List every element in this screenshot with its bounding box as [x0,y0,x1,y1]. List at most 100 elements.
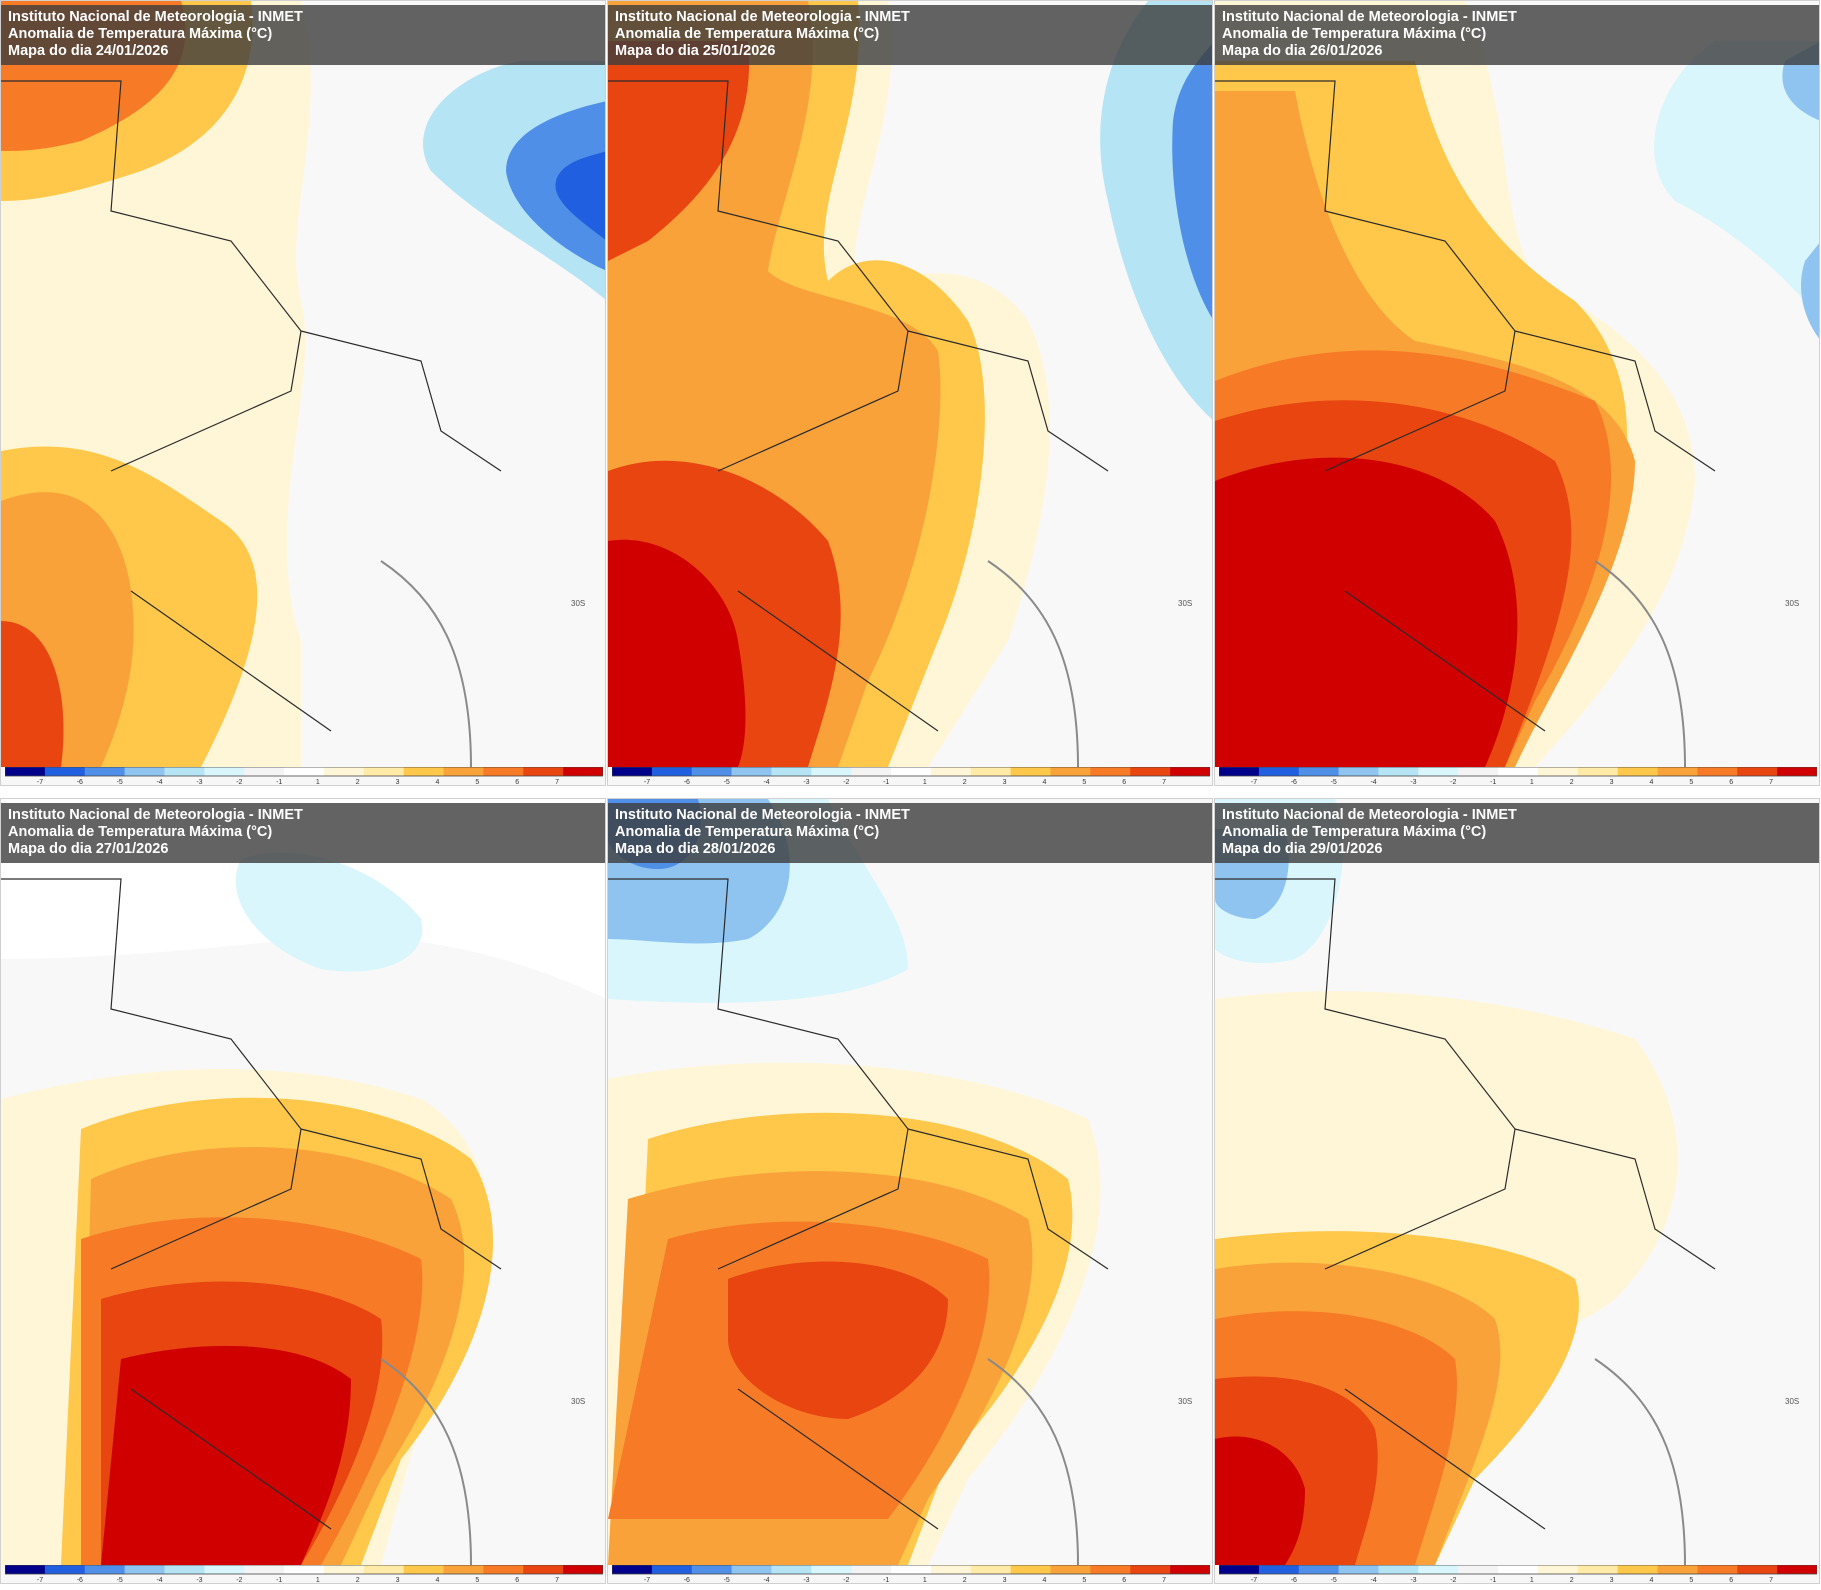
latitude-label: 30S [1178,1397,1193,1406]
colorbar-segment [1617,767,1659,776]
colorbar-tick-label: 7 [1162,1577,1166,1583]
colorbar-tick-label: -2 [843,1577,849,1583]
colorbar-segment [1577,767,1619,776]
colorbar-tick-label: -6 [1291,779,1297,785]
colorbar-tick-label: 4 [1043,1577,1047,1583]
map-header: Instituto Nacional de Meteorologia - INM… [608,803,1212,863]
colorbar-segment [651,1565,693,1574]
colorbar-tick-label: 6 [1122,1577,1126,1583]
map-header: Instituto Nacional de Meteorologia - INM… [1,5,605,65]
colorbar-frame [1219,1565,1817,1575]
colorbar-segment [1737,767,1778,776]
colorbar-segment [612,767,653,776]
colorbar-tick-label: 1 [923,779,927,785]
colorbar-tick-label: -5 [1331,779,1337,785]
colorbar-tick-label: -2 [236,1577,242,1583]
colorbar-segment [563,1565,603,1574]
colorbar-segment [443,767,484,776]
colorbar-segment [483,767,524,776]
anomaly-map [1215,799,1819,1565]
map-date: Mapa do dia 29/01/2026 [1222,841,1383,857]
colorbar-tick-label: 4 [1043,779,1047,785]
colorbar-tick-label: 1 [316,1577,320,1583]
colorbar-segment [403,1565,445,1574]
latitude-label: 30S [1178,599,1193,608]
colorbar-tick-label: 4 [436,779,440,785]
colorbar: -7 -6 -5 -4 -3 -2 -1 1 2 3 4 5 6 7 [1219,767,1817,785]
colorbar: -7 -6 -5 -4 -3 -2 -1 1 2 3 4 5 6 7 [5,767,603,785]
colorbar-segment [891,1565,932,1574]
colorbar-segment [1418,1565,1459,1574]
colorbar-segment [1258,1565,1300,1574]
institute-title: Instituto Nacional de Meteorologia - INM… [8,9,303,25]
colorbar-segment [1170,1565,1210,1574]
colorbar-segment [204,1565,245,1574]
colorbar-tick-label: 3 [1610,1577,1614,1583]
colorbar-tick-label: -5 [1331,1577,1337,1583]
colorbar-segment [731,1565,772,1574]
colorbar-tick-label: -1 [276,1577,282,1583]
colorbar-tick-label: 2 [963,779,967,785]
colorbar-tick-label: -2 [843,779,849,785]
map-panel-29-01: Instituto Nacional de Meteorologia - INM… [1214,798,1820,1584]
colorbar-tick-label: -5 [117,779,123,785]
colorbar-segment [323,767,365,776]
colorbar-tick-label: 7 [1769,779,1773,785]
colorbar-segment [1498,1565,1539,1574]
colorbar: -7 -6 -5 -4 -3 -2 -1 1 2 3 4 5 6 7 [5,1565,603,1583]
colorbar-tick-label: 6 [1729,1577,1733,1583]
map-panel-26-01: Instituto Nacional de Meteorologia - INM… [1214,0,1820,786]
colorbar-tick-label: -7 [37,1577,43,1583]
colorbar-segment [403,767,445,776]
colorbar-tick-label: -4 [763,779,769,785]
colorbar-tick-label: -3 [1410,1577,1416,1583]
colorbar-tick-label: -4 [763,1577,769,1583]
latitude-label: 30S [571,599,586,608]
colorbar-tick-label: -6 [77,1577,83,1583]
colorbar-segment [284,1565,325,1574]
colorbar-tick-label: -6 [1291,1577,1297,1583]
colorbar-tick-label: 5 [475,1577,479,1583]
colorbar-segment [1050,1565,1091,1574]
latitude-label: 30S [1785,599,1800,608]
anomaly-map [608,1,1212,767]
colorbar-segment [363,1565,405,1574]
colorbar-tick-label: 5 [475,779,479,785]
colorbar-tick-label: 2 [963,1577,967,1583]
colorbar-frame [5,767,603,777]
anomaly-map [1,799,605,1565]
colorbar-segment [771,1565,812,1574]
map-panel-28-01: Instituto Nacional de Meteorologia - INM… [607,798,1213,1584]
colorbar-segment [970,1565,1012,1574]
colorbar-tick-label: -4 [1370,779,1376,785]
colorbar-tick-label: -3 [196,1577,202,1583]
colorbar-tick-label: 5 [1689,1577,1693,1583]
colorbar-segment [1418,767,1459,776]
colorbar-tick-label: 5 [1082,1577,1086,1583]
product-title: Anomalia de Temperatura Máxima (°C) [1222,26,1487,42]
colorbar-tick-label: 3 [396,779,400,785]
colorbar-segment [1258,767,1300,776]
latitude-label: 30S [1785,1397,1800,1406]
colorbar-tick-label: -3 [803,1577,809,1583]
anomaly-map [1,1,605,767]
colorbar-segment [523,767,564,776]
colorbar-segment [930,1565,972,1574]
colorbar-segment [5,1565,46,1574]
colorbar-tick-label: -3 [803,779,809,785]
colorbar-tick-label: -5 [724,779,730,785]
colorbar-tick-label: 1 [923,1577,927,1583]
colorbar-segment [731,767,772,776]
colorbar-segment [1378,767,1419,776]
colorbar-segment [651,767,693,776]
colorbar-segment [851,767,892,776]
colorbar-segment [323,1565,365,1574]
colorbar-segment [1130,767,1171,776]
colorbar-tick-label: 7 [1769,1577,1773,1583]
colorbar-segment [1498,767,1539,776]
map-header: Instituto Nacional de Meteorologia - INM… [608,5,1212,65]
colorbar-tick-label: -5 [724,1577,730,1583]
colorbar-tick-label: 7 [1162,779,1166,785]
colorbar-tick-label: -4 [156,1577,162,1583]
colorbar-tick-label: 1 [1530,779,1534,785]
